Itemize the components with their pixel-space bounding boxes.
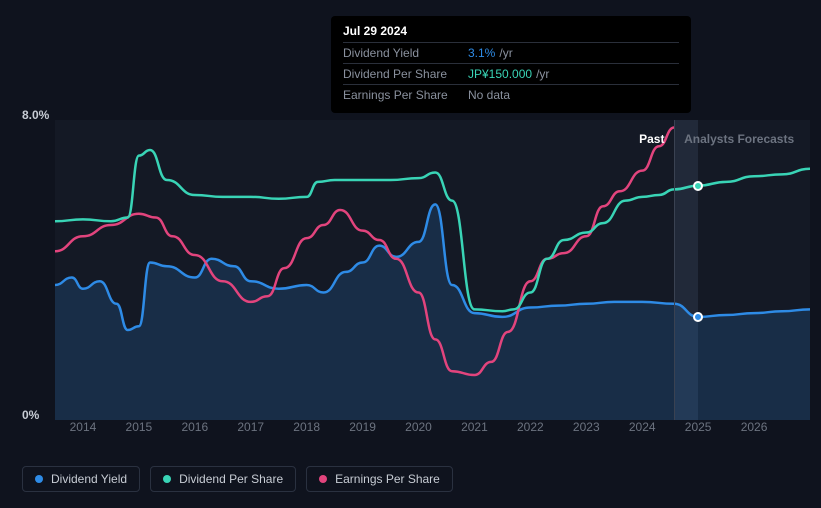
chart-plot[interactable]: Past Analysts Forecasts	[55, 120, 810, 420]
current-date-line	[674, 120, 675, 420]
x-axis-tick: 2017	[237, 420, 264, 434]
x-axis-tick: 2023	[573, 420, 600, 434]
x-axis-tick: 2026	[741, 420, 768, 434]
tooltip-label: Dividend Per Share	[343, 67, 468, 81]
tooltip-unit: /yr	[499, 46, 512, 60]
x-axis-tick: 2021	[461, 420, 488, 434]
legend-label: Earnings Per Share	[335, 472, 440, 486]
tooltip-value: JP¥150.000	[468, 67, 532, 81]
x-axis-tick: 2015	[126, 420, 153, 434]
tooltip-label: Earnings Per Share	[343, 88, 468, 102]
legend-dot-icon	[319, 475, 327, 483]
chart-legend: Dividend Yield Dividend Per Share Earnings…	[22, 466, 453, 492]
y-axis-max-label: 8.0%	[22, 108, 49, 122]
x-axis-tick: 2022	[517, 420, 544, 434]
series-point-marker	[693, 312, 703, 322]
y-axis-min-label: 0%	[22, 408, 39, 422]
tooltip-row: Dividend Per Share JP¥150.000 /yr	[343, 63, 679, 84]
legend-item[interactable]: Dividend Per Share	[150, 466, 296, 492]
chart-tooltip: Jul 29 2024 Dividend Yield 3.1% /yr Divi…	[331, 16, 691, 113]
tooltip-value: No data	[468, 88, 510, 102]
tooltip-unit: /yr	[536, 67, 549, 81]
x-axis-tick: 2024	[629, 420, 656, 434]
series-point-marker	[693, 181, 703, 191]
tooltip-date: Jul 29 2024	[343, 24, 679, 38]
tooltip-row: Dividend Yield 3.1% /yr	[343, 42, 679, 63]
x-axis-tick: 2020	[405, 420, 432, 434]
tooltip-row: Earnings Per Share No data	[343, 84, 679, 105]
tooltip-label: Dividend Yield	[343, 46, 468, 60]
x-axis-tick: 2018	[293, 420, 320, 434]
legend-dot-icon	[163, 475, 171, 483]
past-label: Past	[639, 132, 664, 146]
tooltip-value: 3.1%	[468, 46, 495, 60]
legend-item[interactable]: Dividend Yield	[22, 466, 140, 492]
x-axis-tick: 2019	[349, 420, 376, 434]
legend-label: Dividend Per Share	[179, 472, 283, 486]
legend-item[interactable]: Earnings Per Share	[306, 466, 453, 492]
forecast-label: Analysts Forecasts	[684, 132, 794, 146]
x-axis-tick: 2014	[70, 420, 97, 434]
x-axis: 2014 2015 2016 2017 2018 2019 2020 2021 2022 2023…	[55, 420, 810, 440]
x-axis-tick: 2016	[181, 420, 208, 434]
chart-area: 8.0% 0% Past Analysts Forecasts	[22, 110, 810, 440]
legend-label: Dividend Yield	[51, 472, 127, 486]
legend-dot-icon	[35, 475, 43, 483]
chart-svg	[55, 120, 810, 420]
x-axis-tick: 2025	[685, 420, 712, 434]
